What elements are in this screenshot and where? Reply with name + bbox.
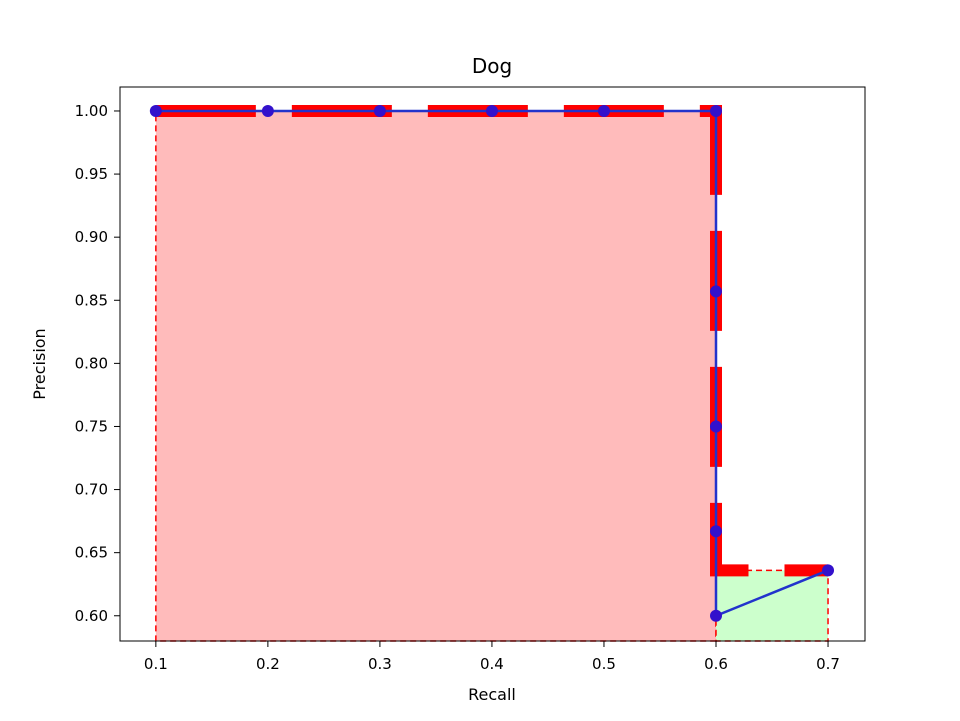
area-fill-1 — [715, 569, 829, 642]
pr-point-3 — [485, 104, 498, 117]
y-tick-label-4: 0.80 — [75, 354, 108, 372]
y-tick-label-3: 0.75 — [75, 417, 108, 435]
x-tick-label-3: 0.4 — [480, 655, 504, 673]
area-fills — [155, 110, 829, 642]
pr-curve — [149, 104, 835, 622]
chart-title: Dog — [472, 54, 512, 78]
pr-point-0 — [149, 104, 162, 117]
plot-frame — [119, 86, 866, 642]
y-axis-label: Precision — [30, 328, 49, 399]
pr-point-7 — [710, 420, 722, 433]
y-tick-label-5: 0.85 — [75, 291, 108, 309]
area-fill-0 — [155, 110, 717, 642]
y-tick-label-0: 0.60 — [75, 607, 108, 625]
pr-point-6 — [710, 285, 722, 298]
pr-point-4 — [597, 104, 610, 117]
x-tick-label-2: 0.3 — [368, 655, 392, 673]
y-tick-label-2: 0.70 — [75, 481, 108, 499]
x-tick-label-4: 0.5 — [592, 655, 616, 673]
pr-point-10 — [822, 564, 835, 577]
x-tick-label-6: 0.7 — [816, 655, 840, 673]
y-tick-label-7: 0.95 — [75, 165, 108, 183]
y-tick-label-1: 0.65 — [75, 544, 108, 562]
x-axis-ticks: 0.1 0.2 0.3 0.4 0.5 0.6 0.7 — [144, 641, 840, 673]
pr-point-8 — [710, 525, 722, 538]
y-tick-label-6: 0.90 — [75, 228, 108, 246]
pr-point-9 — [710, 609, 722, 622]
y-tick-label-8: 1.00 — [75, 102, 108, 120]
x-axis-label: Recall — [468, 685, 516, 704]
pr-point-2 — [373, 104, 386, 117]
x-tick-label-5: 0.6 — [704, 655, 728, 673]
x-tick-label-1: 0.2 — [256, 655, 280, 673]
pr-point-1 — [261, 104, 274, 117]
x-tick-label-0: 0.1 — [144, 655, 168, 673]
pr-point-5 — [710, 104, 722, 117]
y-axis-ticks: 0.60 0.65 0.70 0.75 0.80 0.85 0.90 0.95 1.00 — [75, 102, 120, 625]
